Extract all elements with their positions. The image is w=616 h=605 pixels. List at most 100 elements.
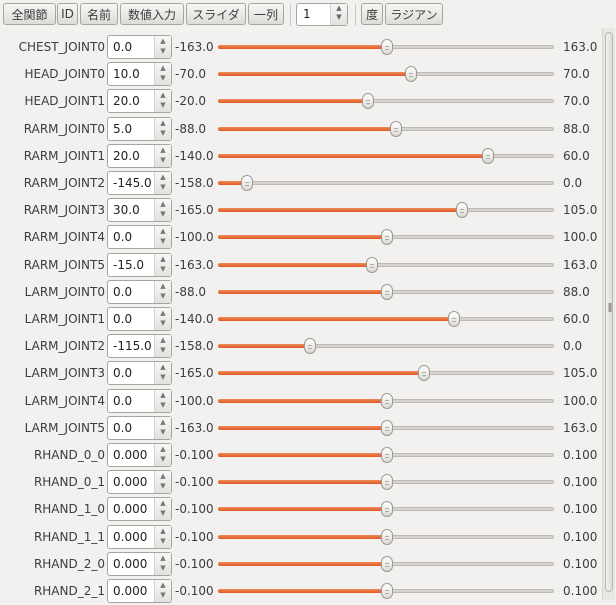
slider-handle[interactable] [381, 501, 393, 518]
slider-handle[interactable] [381, 447, 393, 463]
joint-slider[interactable] [218, 365, 554, 382]
slider-handle[interactable] [365, 256, 378, 273]
joint-slider[interactable] [218, 311, 554, 327]
joint-value-spinbox[interactable]: 0.0 ▲ ▼ [107, 35, 172, 59]
joint-slider[interactable] [218, 283, 554, 300]
joint-value-spinbox[interactable]: 0.000 ▲ ▼ [107, 524, 172, 549]
spin-arrows-icon[interactable]: ▲ ▼ [154, 199, 171, 222]
spin-arrows-icon[interactable]: ▲ ▼ [154, 36, 171, 58]
spin-arrows-icon[interactable]: ▲ ▼ [154, 552, 171, 575]
all-joints-button[interactable]: 全関節 [3, 3, 56, 25]
slider-handle[interactable] [381, 392, 393, 409]
slider-handle[interactable] [381, 583, 393, 599]
joint-value-spinbox[interactable]: 0.0 ▲ ▼ [107, 415, 172, 440]
spin-arrows-icon[interactable]: ▲ ▼ [154, 226, 171, 249]
joint-value-spinbox[interactable]: 0.0 ▲ ▼ [107, 361, 172, 386]
spin-arrows-icon[interactable]: ▲ ▼ [154, 280, 171, 303]
joint-slider[interactable] [218, 555, 554, 572]
spin-arrows-icon[interactable]: ▲ ▼ [154, 498, 171, 521]
vertical-scrollbar[interactable]: ▪ ▪ ▪ [602, 28, 615, 600]
joint-value-spinbox[interactable]: 5.0 ▲ ▼ [107, 116, 172, 141]
joint-slider[interactable] [218, 528, 554, 545]
show-id-button[interactable]: ID [57, 3, 78, 25]
slider-button[interactable]: スライダ [186, 3, 246, 25]
scrollbar-thumb[interactable]: ▪ ▪ ▪ [605, 32, 613, 592]
spin-arrows-icon[interactable]: ▲ ▼ [154, 172, 171, 194]
slider-handle[interactable] [381, 419, 393, 436]
joint-slider[interactable] [218, 120, 554, 137]
slider-handle[interactable] [240, 175, 253, 191]
joint-value-spinbox[interactable]: 0.000 ▲ ▼ [107, 579, 172, 603]
joint-value-spinbox[interactable]: -115.0 ▲ ▼ [107, 334, 172, 359]
spin-arrows-icon[interactable]: ▲ ▼ [154, 471, 171, 494]
joint-slider[interactable] [218, 447, 554, 463]
joint-slider[interactable] [218, 501, 554, 518]
spin-arrows-icon[interactable]: ▲ ▼ [154, 362, 171, 385]
joint-slider[interactable] [218, 392, 554, 409]
spin-arrows-icon[interactable]: ▲ ▼ [154, 90, 171, 113]
spin-arrows-icon[interactable]: ▲ ▼ [154, 63, 171, 86]
slider-handle[interactable] [362, 93, 375, 110]
joint-slider[interactable] [218, 39, 554, 55]
joint-value-spinbox[interactable]: 20.0 ▲ ▼ [107, 89, 172, 114]
slider-handle[interactable] [455, 202, 468, 219]
spin-arrows-icon[interactable]: ▲ ▼ [154, 580, 171, 602]
spin-arrows-icon[interactable]: ▲ ▼ [154, 444, 171, 466]
spin-arrows-icon[interactable]: ▲ ▼ [154, 416, 171, 439]
slider-fill [218, 561, 386, 566]
spin-arrows-icon[interactable]: ▲ ▼ [154, 144, 171, 167]
joint-value-spinbox[interactable]: 30.0 ▲ ▼ [107, 198, 172, 223]
joint-value-spinbox[interactable]: 10.0 ▲ ▼ [107, 62, 172, 87]
spin-arrows-icon[interactable]: ▲ ▼ [154, 308, 171, 330]
joint-value-spinbox[interactable]: 0.000 ▲ ▼ [107, 497, 172, 522]
slider-handle[interactable] [390, 120, 403, 137]
single-column-button[interactable]: 一列 [248, 3, 284, 25]
slider-handle[interactable] [381, 474, 393, 491]
slider-handle[interactable] [381, 39, 393, 55]
joint-slider[interactable] [218, 474, 554, 491]
spin-arrows-icon[interactable]: ▲ ▼ [330, 4, 347, 25]
joint-slider[interactable] [218, 175, 554, 191]
numeric-input-button[interactable]: 数値入力 [120, 3, 184, 25]
joint-value-spinbox[interactable]: 0.0 ▲ ▼ [107, 388, 172, 413]
slider-handle[interactable] [381, 283, 393, 300]
slider-handle[interactable] [481, 147, 494, 164]
column-count-spinbox[interactable]: 1 ▲ ▼ [296, 3, 348, 26]
joint-value-spinbox[interactable]: 0.0 ▲ ▼ [107, 225, 172, 250]
joint-value-spinbox[interactable]: -145.0 ▲ ▼ [107, 171, 172, 195]
slider-handle[interactable] [448, 311, 461, 327]
spin-arrows-icon[interactable]: ▲ ▼ [154, 253, 171, 276]
joint-slider[interactable] [218, 147, 554, 164]
degree-unit-button[interactable]: 度 [361, 3, 383, 25]
spin-arrows-icon[interactable]: ▲ ▼ [154, 525, 171, 548]
joint-value-spinbox[interactable]: -15.0 ▲ ▼ [107, 252, 172, 277]
slider-fill [218, 398, 386, 403]
show-name-button[interactable]: 名前 [80, 3, 118, 25]
grip-icon: ▪ ▪ ▪ [608, 301, 613, 314]
slider-handle[interactable] [304, 338, 317, 355]
spin-arrows-icon[interactable]: ▲ ▼ [154, 389, 171, 412]
joint-value-spinbox[interactable]: 0.000 ▲ ▼ [107, 470, 172, 495]
joint-slider[interactable] [218, 338, 554, 355]
joint-slider[interactable] [218, 419, 554, 436]
joint-value-spinbox[interactable]: 20.0 ▲ ▼ [107, 143, 172, 168]
joint-slider[interactable] [218, 583, 554, 599]
slider-handle[interactable] [381, 229, 393, 246]
joint-slider[interactable] [218, 202, 554, 219]
joint-value-spinbox[interactable]: 0.000 ▲ ▼ [107, 551, 172, 576]
slider-handle[interactable] [418, 365, 431, 382]
joint-row: RARM_JOINT1 20.0 ▲ ▼ -140.0 60.0 [0, 143, 600, 170]
slider-handle[interactable] [404, 66, 417, 83]
joint-value-spinbox[interactable]: 0.0 ▲ ▼ [107, 307, 172, 331]
joint-value-spinbox[interactable]: 0.0 ▲ ▼ [107, 279, 172, 304]
joint-slider[interactable] [218, 93, 554, 110]
joint-slider[interactable] [218, 66, 554, 83]
radian-unit-button[interactable]: ラジアン [385, 3, 443, 25]
joint-value-spinbox[interactable]: 0.000 ▲ ▼ [107, 443, 172, 467]
joint-slider[interactable] [218, 256, 554, 273]
slider-handle[interactable] [381, 528, 393, 545]
spin-arrows-icon[interactable]: ▲ ▼ [154, 335, 171, 358]
spin-arrows-icon[interactable]: ▲ ▼ [154, 117, 171, 140]
joint-slider[interactable] [218, 229, 554, 246]
slider-handle[interactable] [381, 555, 393, 572]
